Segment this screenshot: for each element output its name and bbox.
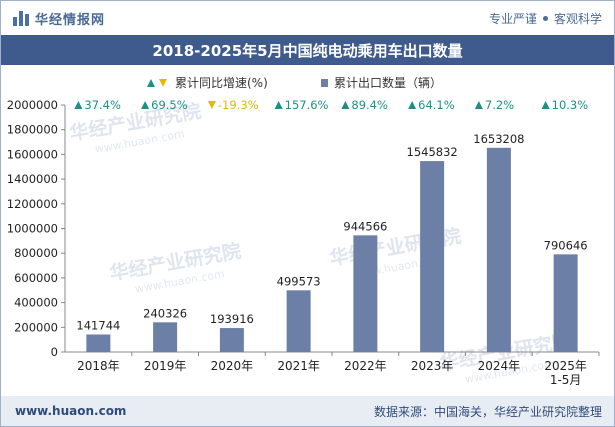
slogan-tag-1: 专业严谨 <box>488 11 537 26</box>
legend-quantity-label: 累计出口数量（辆） <box>334 75 442 90</box>
x-tick-label: 1-5月 <box>550 373 582 387</box>
growth-rate-label: 89.4% <box>351 98 388 112</box>
bar <box>486 147 511 352</box>
x-tick-label: 2019年 <box>144 359 187 373</box>
legend-bar-swatch <box>321 79 328 87</box>
footer-url: www.huaon.com <box>15 404 127 418</box>
legend-growth-label: 累计同比增速(%) <box>175 76 268 90</box>
chart-title: 2018-2025年5月中国纯电动乘用车出口数量 <box>152 41 463 60</box>
bar-value-label: 1653208 <box>473 132 524 146</box>
bar <box>219 328 244 352</box>
growth-up-triangle-icon <box>141 101 150 109</box>
top-bar: 华经情报网 专业严谨 客观科学 <box>1 1 614 35</box>
x-tick-label: 2018年 <box>77 359 120 373</box>
y-tick-label: 800000 <box>14 246 58 260</box>
x-tick-label: 2023年 <box>411 359 454 373</box>
bar-value-label: 790646 <box>544 238 588 252</box>
growth-up-triangle-icon <box>341 101 350 109</box>
y-tick-label: 200000 <box>14 320 58 334</box>
legend-up-triangle-icon <box>147 79 155 87</box>
growth-rate-label: 69.5% <box>151 98 188 112</box>
bar-value-label: 193916 <box>210 312 254 326</box>
growth-down-triangle-icon <box>207 101 216 109</box>
brand-logo-icon <box>13 10 29 26</box>
footer-source: 数据来源：中国海关，华经产业研究院整理 <box>373 404 602 419</box>
slogan: 专业严谨 客观科学 <box>489 10 602 27</box>
y-tick-label: 1800000 <box>7 123 58 137</box>
bar <box>553 254 578 352</box>
y-tick-label: 1600000 <box>7 147 58 161</box>
bar-value-label: 499573 <box>277 274 321 288</box>
title-bar: 2018-2025年5月中国纯电动乘用车出口数量 <box>1 35 614 65</box>
bar <box>286 290 311 352</box>
brand: 华经情报网 <box>13 9 105 28</box>
y-tick-label: 1000000 <box>7 222 58 236</box>
bar <box>153 322 178 352</box>
x-tick-label: 2021年 <box>277 359 320 373</box>
bar <box>353 235 378 352</box>
growth-up-triangle-icon <box>408 101 417 109</box>
growth-rate-label: 7.2% <box>485 98 514 112</box>
separator-dot-icon <box>542 15 548 21</box>
x-tick-label: 2020年 <box>211 359 254 373</box>
y-tick-label: 2000000 <box>7 98 58 112</box>
y-tick-label: 0 <box>51 345 58 359</box>
y-tick-label: 600000 <box>14 271 58 285</box>
footer: www.huaon.com 数据来源：中国海关，华经产业研究院整理 <box>1 396 614 426</box>
bar-chart: 华经产业研究院www.huaon.com华经产业研究院www.huaon.com… <box>7 75 600 387</box>
bar <box>420 161 445 352</box>
growth-rate-label: -19.3% <box>218 98 259 112</box>
y-tick-label: 1200000 <box>7 197 58 211</box>
growth-rate-label: 37.4% <box>84 98 121 112</box>
bar-value-label: 141744 <box>76 318 120 332</box>
bar-value-label: 944566 <box>343 219 387 233</box>
y-tick-label: 400000 <box>14 296 58 310</box>
growth-up-triangle-icon <box>474 101 483 109</box>
growth-up-triangle-icon <box>274 101 283 109</box>
growth-up-triangle-icon <box>541 101 550 109</box>
x-tick-label: 2024年 <box>478 359 521 373</box>
y-tick-label: 1400000 <box>7 172 58 186</box>
bar <box>86 334 111 352</box>
bar-value-label: 1545832 <box>407 145 458 159</box>
growth-rate-label: 64.1% <box>418 98 455 112</box>
slogan-tag-2: 客观科学 <box>553 11 602 26</box>
growth-up-triangle-icon <box>74 101 83 109</box>
brand-name: 华经情报网 <box>35 12 106 28</box>
growth-rate-label: 157.6% <box>285 98 329 112</box>
growth-rate-label: 10.3% <box>552 98 589 112</box>
legend-down-triangle-icon <box>159 79 167 87</box>
x-tick-label: 2025年 <box>544 359 587 373</box>
x-tick-label: 2022年 <box>344 359 387 373</box>
bar-value-label: 240326 <box>143 306 187 320</box>
